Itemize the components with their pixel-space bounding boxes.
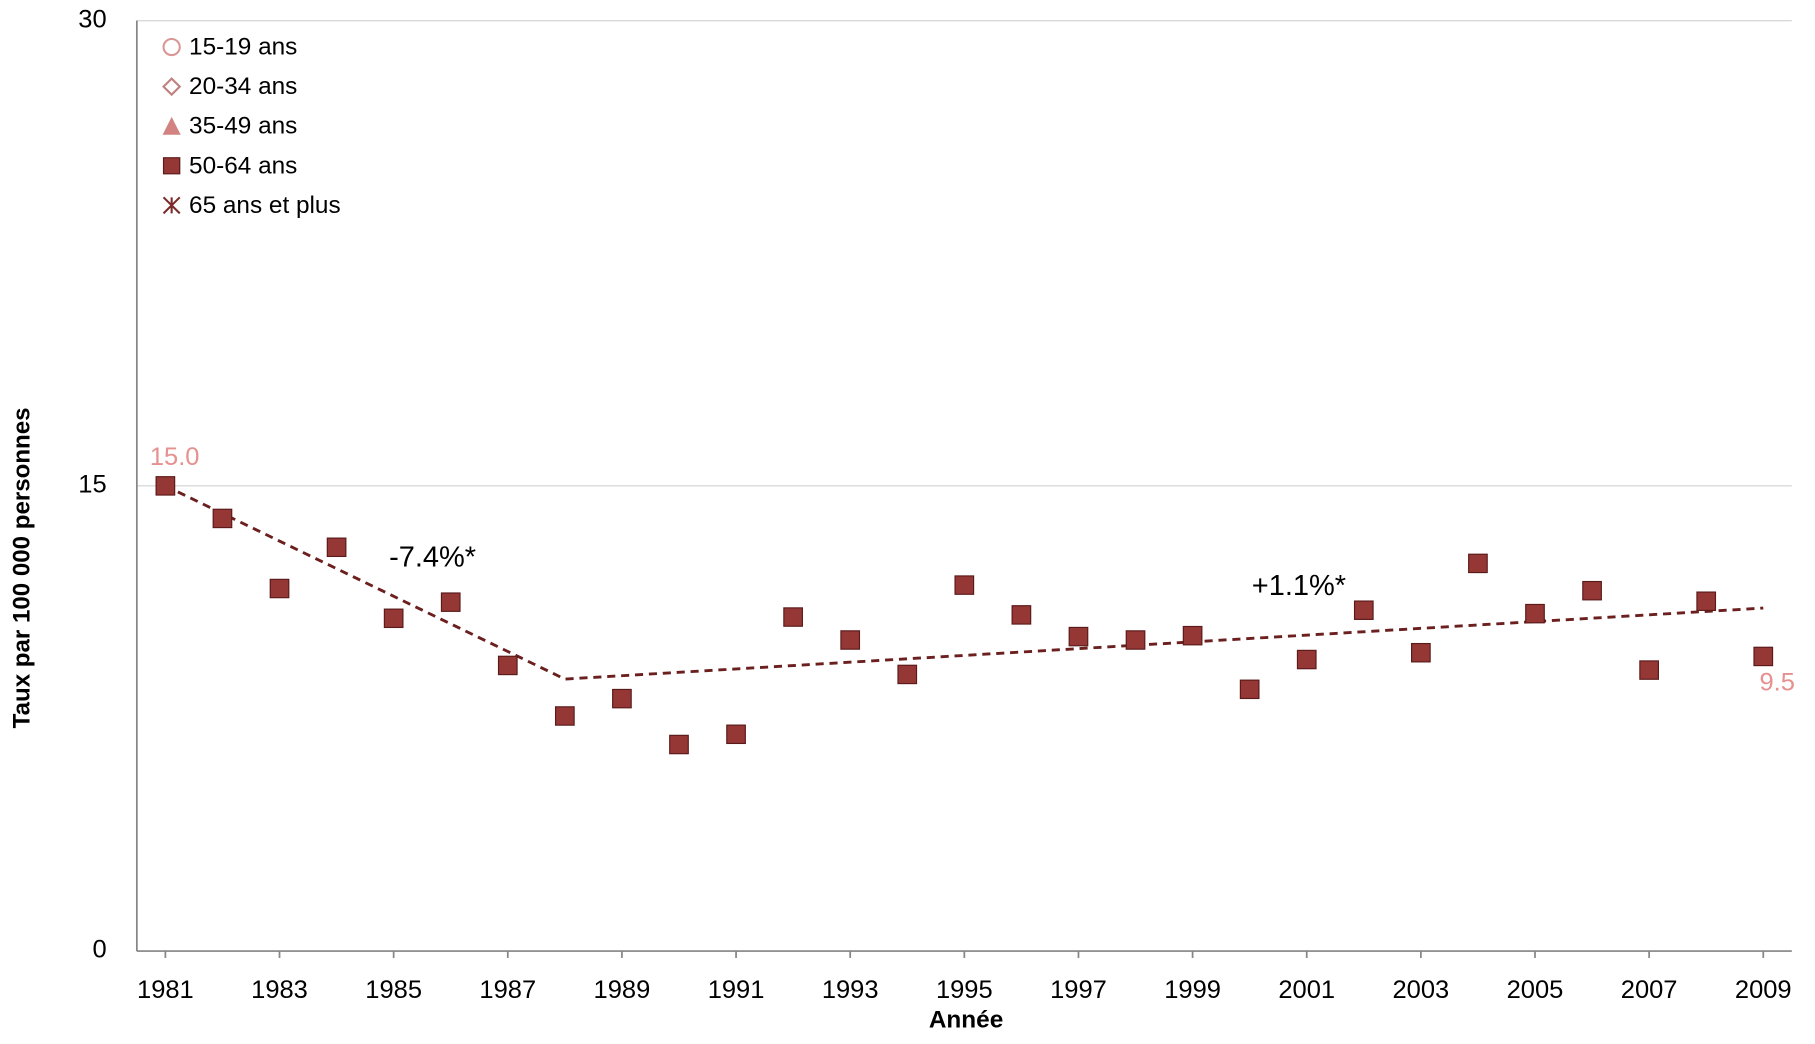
x-tick-label: 2001 <box>1278 976 1335 1004</box>
data-point <box>1639 660 1659 680</box>
x-tick-label: 1983 <box>251 976 308 1004</box>
x-tick-label: 1985 <box>365 976 422 1004</box>
data-point <box>897 664 918 685</box>
trend-line <box>164 484 1764 681</box>
y-tick-label: 0 <box>93 936 107 964</box>
legend-label: 50-64 ans <box>189 152 297 179</box>
data-point <box>440 592 461 612</box>
x-tick-label: 1999 <box>1164 976 1221 1004</box>
data-point <box>497 655 518 676</box>
data-point <box>669 734 689 755</box>
data-point <box>269 578 290 599</box>
data-label: 15.0 <box>150 443 200 471</box>
data-point <box>1182 625 1203 646</box>
legend-marker <box>162 116 181 135</box>
x-tick-label: 2009 <box>1735 976 1792 1004</box>
legend-marker <box>162 196 181 215</box>
x-tick-label: 1995 <box>936 976 993 1004</box>
x-tick-label: 1987 <box>479 976 536 1004</box>
x-axis-title: Année <box>929 1007 1003 1034</box>
data-point <box>1011 605 1032 625</box>
data-point <box>1296 649 1317 670</box>
data-point <box>554 706 575 726</box>
data-point <box>783 607 803 627</box>
data-point <box>1582 580 1602 601</box>
y-tick-label: 15 <box>78 471 106 499</box>
data-point <box>1239 679 1260 700</box>
data-point <box>1525 603 1545 624</box>
data-point <box>1753 646 1774 667</box>
legend-label: 65 ans et plus <box>189 192 341 219</box>
data-point <box>1468 553 1488 574</box>
x-tick-label: 1993 <box>822 976 879 1004</box>
legend-marker <box>162 37 181 57</box>
data-point <box>1068 626 1089 647</box>
data-point <box>212 508 233 529</box>
x-tick-label: 2007 <box>1621 976 1678 1004</box>
data-point <box>1411 642 1431 663</box>
data-point <box>1696 591 1717 611</box>
legend-label: 20-34 ans <box>189 73 297 100</box>
data-point <box>383 608 404 629</box>
data-point <box>726 724 746 745</box>
annotation: -7.4%* <box>389 541 476 573</box>
annotation: +1.1%* <box>1252 570 1346 602</box>
data-point <box>612 688 632 709</box>
x-tick-label: 1989 <box>594 976 651 1004</box>
x-tick-label: 2005 <box>1507 976 1564 1004</box>
x-tick-label: 1981 <box>137 976 194 1004</box>
legend-marker <box>162 157 181 175</box>
data-point <box>954 575 975 595</box>
legend-label: 35-49 ans <box>189 113 297 140</box>
legend-label: 15-19 ans <box>189 34 297 61</box>
y-axis-title: Taux par 100 000 personnes <box>9 407 36 728</box>
data-label: 9.5 <box>1759 669 1794 697</box>
legend-marker <box>162 77 182 97</box>
data-point <box>155 476 176 496</box>
data-point <box>326 537 347 558</box>
x-tick-label: 2003 <box>1393 976 1450 1004</box>
x-tick-label: 1991 <box>708 976 765 1004</box>
data-point <box>840 630 861 650</box>
data-point <box>1353 600 1374 620</box>
y-tick-label: 30 <box>78 5 106 33</box>
x-tick-label: 1997 <box>1050 976 1107 1004</box>
data-point <box>1125 630 1146 650</box>
